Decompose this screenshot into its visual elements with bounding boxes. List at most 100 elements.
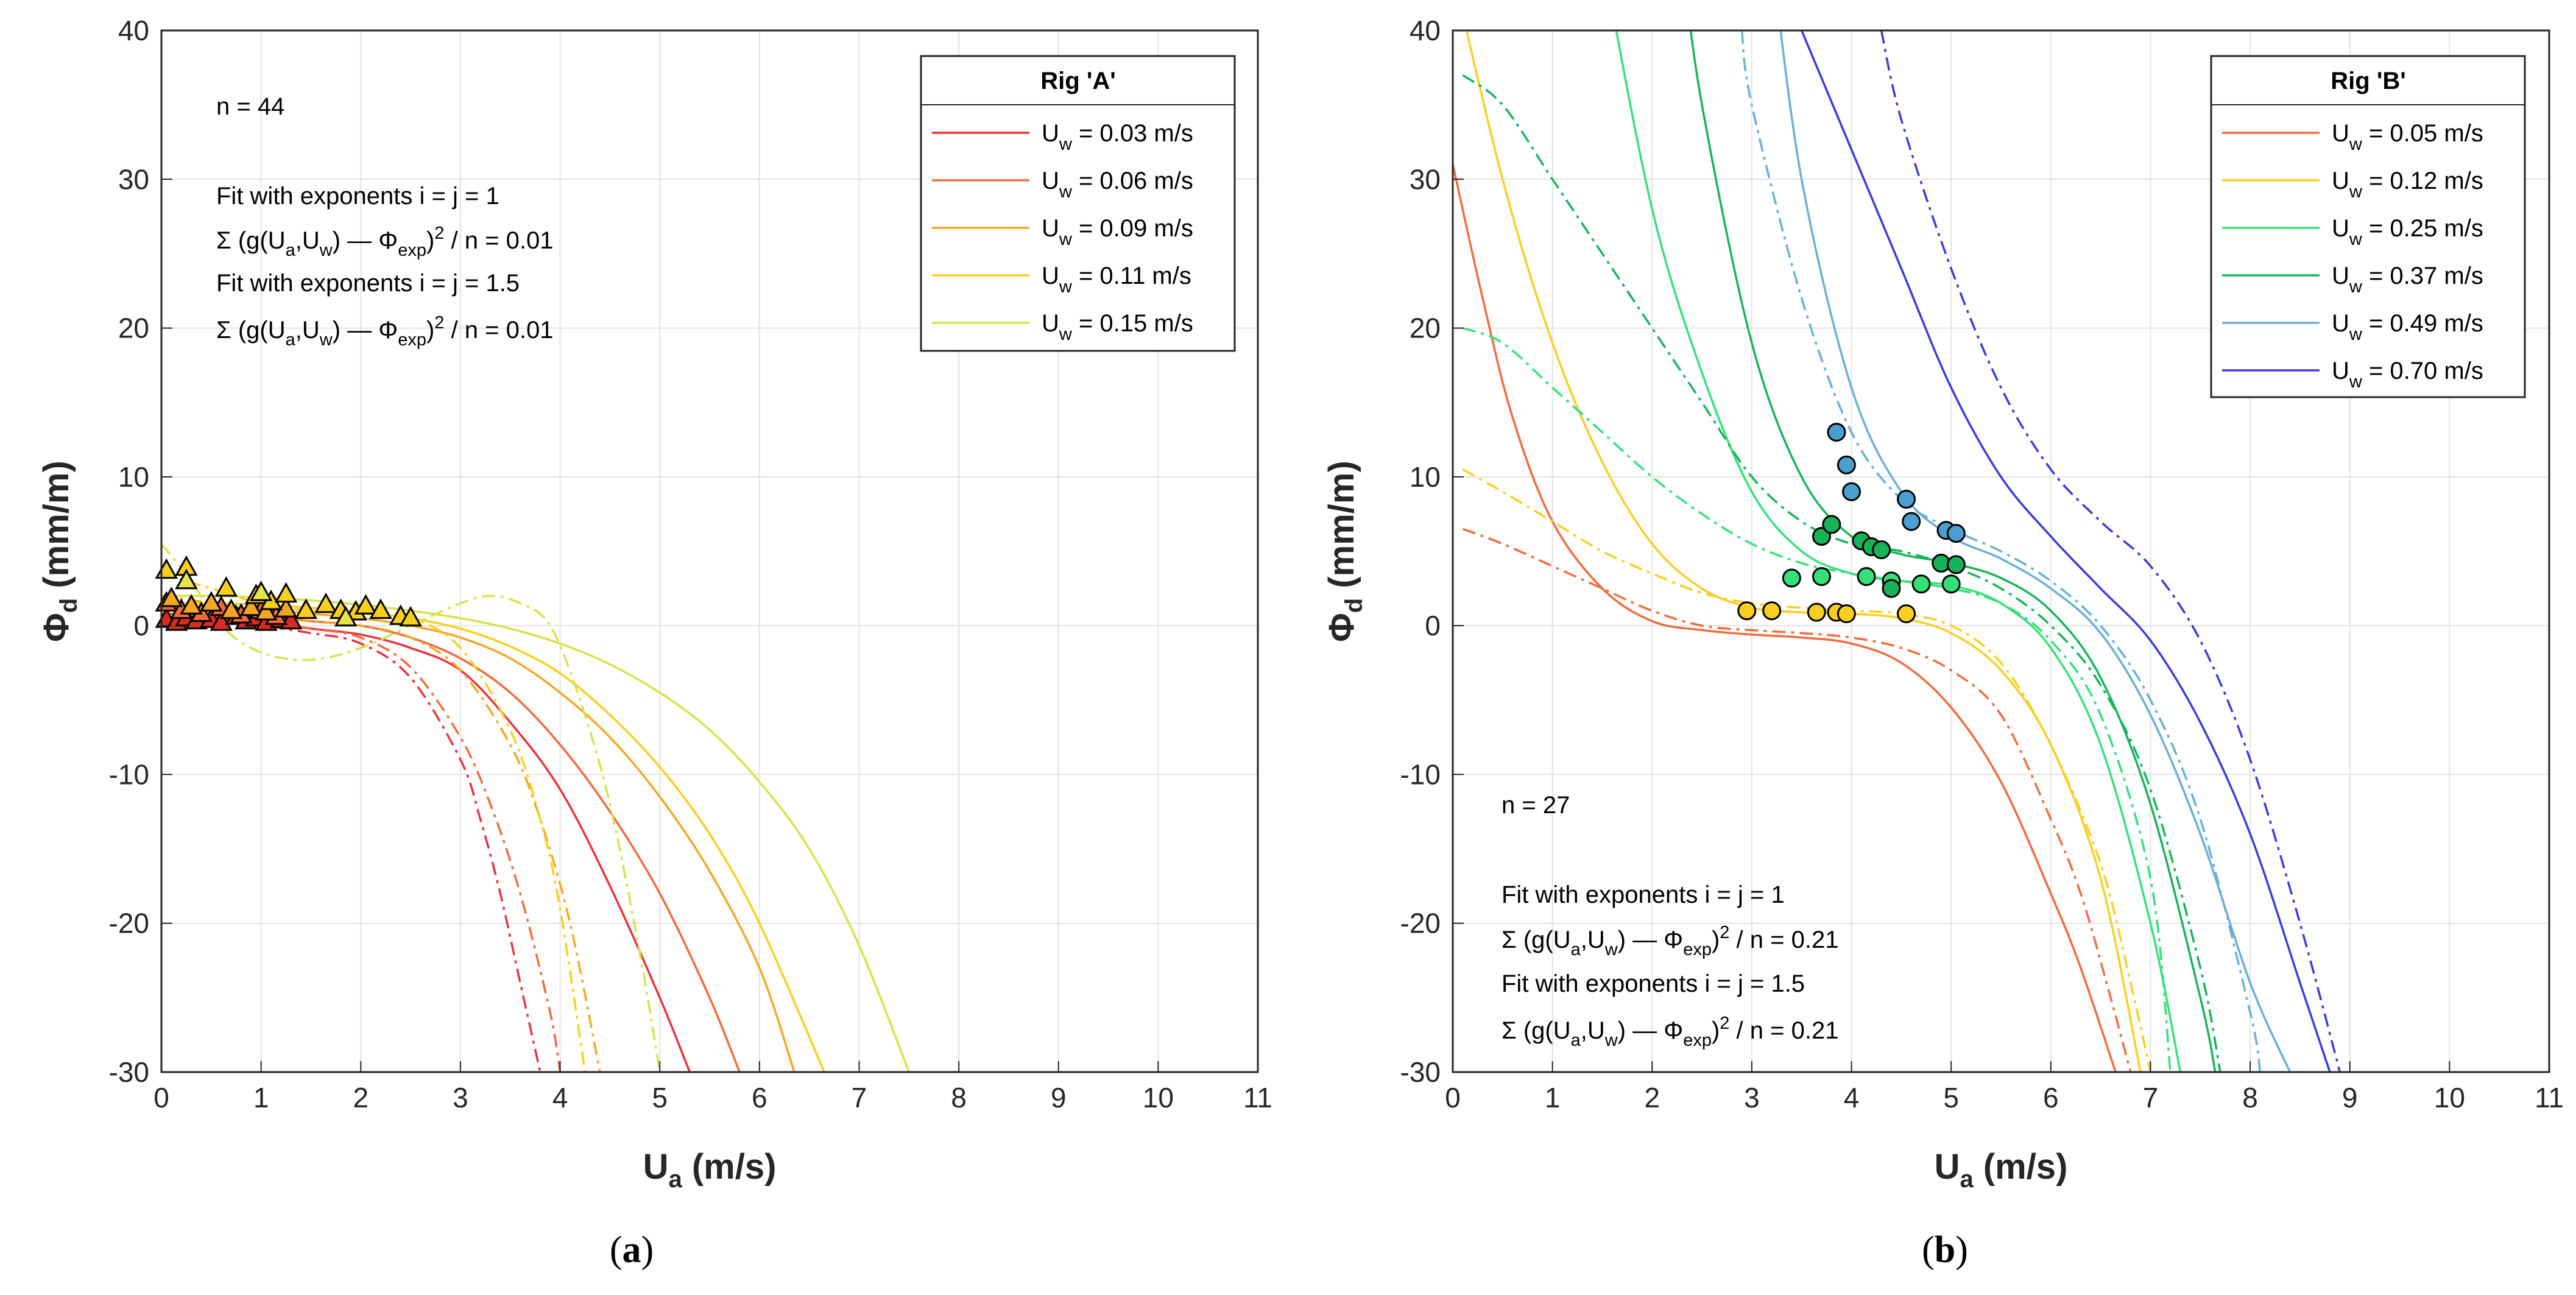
x-tick-label: 6 [2043,1082,2059,1113]
y-tick-label: 0 [133,610,149,641]
ticks-b: 0 1 2 3 4 5 6 7 8 9 10 11 -30 -20 -10 0 10 20 30 40 [1400,15,2564,1113]
x-tick-label: 10 [2434,1082,2465,1113]
data-point-b [1807,602,1826,622]
y-tick-label: 10 [118,461,149,493]
y-tick-label: -10 [1400,758,1441,790]
data-point-a [239,595,263,616]
panel-b: 0 1 2 3 4 5 6 7 8 9 10 11 -30 -20 -10 0 10 20 30 40 Φd (mm/… [1322,15,2564,1271]
y-tick-label: 40 [118,15,149,46]
data-point-a [294,598,317,619]
y-tick-label: 30 [118,163,149,195]
x-tick-label: 2 [1644,1082,1660,1113]
data-point-b [1882,579,1901,598]
y-tick-label: 0 [1425,610,1441,641]
legend-label-a-2: Uw = 0.06 m/s [1042,168,1193,202]
x-tick-label: 7 [852,1082,867,1113]
x-tick-label: 0 [1445,1082,1461,1113]
sigma1-label-a: Σ (g(Ua,Uw) — Φexp)2 / n = 0.01 [216,224,553,260]
data-point-b [1822,515,1841,534]
data-point-b [1737,601,1757,621]
data-point-a [175,568,198,590]
ylabel-b: Φd (mm/m) [1322,460,1367,642]
panel-a: 0 1 2 3 4 5 6 7 8 9 10 11 -30 -20 -10 0 10 20 30 40 Φd (mm/… [37,15,1272,1271]
x-tick-label: 2 [353,1082,369,1113]
legend-box-a [920,55,1236,352]
x-tick-label: 8 [951,1082,967,1113]
series-line-b-6 [1801,30,2331,1072]
fit2-label-a: Fit with exponents i = j = 1.5 [216,270,520,297]
x-tick-label: 10 [1143,1082,1174,1113]
legend-label-b-5: Uw = 0.49 m/s [2332,310,2483,344]
series-line-a-5 [161,595,910,1072]
x-tick-label: 3 [1744,1082,1760,1113]
legend-b: Rig 'B' Uw = 0.05 m/s Uw = 0.12 m/s Uw = 0… [2210,55,2526,398]
sigma2-label-b: Σ (g(Ua,Uw) — Φexp)2 / n = 0.21 [1501,1014,1838,1050]
data-point-a [399,605,422,627]
legend-label-b-4: Uw = 0.37 m/s [2332,263,2483,297]
data-point-b [1941,574,1961,594]
legend-title-a: Rig 'A' [1040,68,1115,94]
sigma2-label-a: Σ (g(Ua,Uw) — Φexp)2 / n = 0.01 [216,313,553,350]
legend-label-a-3: Uw = 0.09 m/s [1042,215,1193,249]
series-line-b-2 [1465,30,2142,1072]
data-point-b [1872,540,1891,560]
data-point-a [214,576,238,597]
data-point-a [210,610,233,631]
x-tick-label: 1 [253,1082,269,1113]
y-tick-label: 40 [1410,15,1441,46]
series-line-b-7 [1462,528,2132,1072]
series-line-b-11 [1740,30,2262,1072]
y-tick-label: -20 [109,908,149,939]
fit1-label-b: Fit with exponents i = j = 1 [1501,881,1785,908]
data-point-a [354,594,378,615]
x-tick-label: 7 [2143,1082,2159,1113]
xlabel-b: Ua (m/s) [1935,1147,2068,1193]
series-line-b-1 [1453,164,2117,1072]
y-tick-label: 30 [1410,163,1441,195]
data-point-b [1782,568,1801,588]
data-point-b [1946,524,1966,543]
data-point-b [1812,527,1831,546]
ylabel-a: Φd (mm/m) [37,460,82,642]
legend-label-a-1: Uw = 0.03 m/s [1042,120,1193,154]
data-point-b [1827,423,1846,442]
x-tick-label: 4 [552,1082,568,1113]
legend-label-a-4: Uw = 0.11 m/s [1042,263,1191,297]
data-point-a [160,587,183,607]
n-label-a: n = 44 [216,93,284,120]
markers-b [1737,423,1966,624]
data-point-a [334,605,358,627]
sigma1-label-b: Σ (g(Ua,Uw) — Φexp)2 / n = 0.21 [1501,923,1838,959]
y-tick-label: -20 [1400,908,1441,939]
x-tick-label: 9 [2342,1082,2358,1113]
data-point-b [1897,490,1916,509]
data-point-a [180,594,203,615]
x-tick-label: 3 [453,1082,468,1113]
data-point-b [1762,601,1782,621]
y-tick-label: -10 [109,758,149,790]
data-point-b [1837,604,1856,624]
data-point-b [1842,482,1861,501]
fit1-label-a: Fit with exponents i = j = 1 [216,183,499,210]
series-line-b-9 [1462,326,2172,1072]
legend-a: Rig 'A' Uw = 0.03 m/s Uw = 0.06 m/s Uw = 0… [920,55,1236,352]
y-tick-label: -30 [1400,1056,1441,1088]
series-line-b-12 [1880,30,2341,1072]
data-point-b [1857,567,1876,587]
caption-a: (a) [610,1229,654,1271]
x-tick-label: 4 [1844,1082,1860,1113]
legend-box-b [2210,55,2526,398]
data-point-a [200,591,223,612]
data-point-b [1812,567,1831,587]
x-tick-label: 11 [1243,1082,1272,1113]
x-tick-label: 0 [154,1082,169,1113]
x-tick-label: 5 [1943,1082,1959,1113]
legend-label-b-6: Uw = 0.70 m/s [2332,358,2483,392]
axes-frame-b [1452,29,2550,1073]
data-point-a [249,580,273,601]
data-point-a [314,592,337,613]
legend-label-a-5: Uw = 0.15 m/s [1042,310,1193,344]
ticks-a: 0 1 2 3 4 5 6 7 8 9 10 11 -30 -20 -10 0 10 20 30 40 [109,15,1272,1113]
data-point-a [255,600,278,621]
